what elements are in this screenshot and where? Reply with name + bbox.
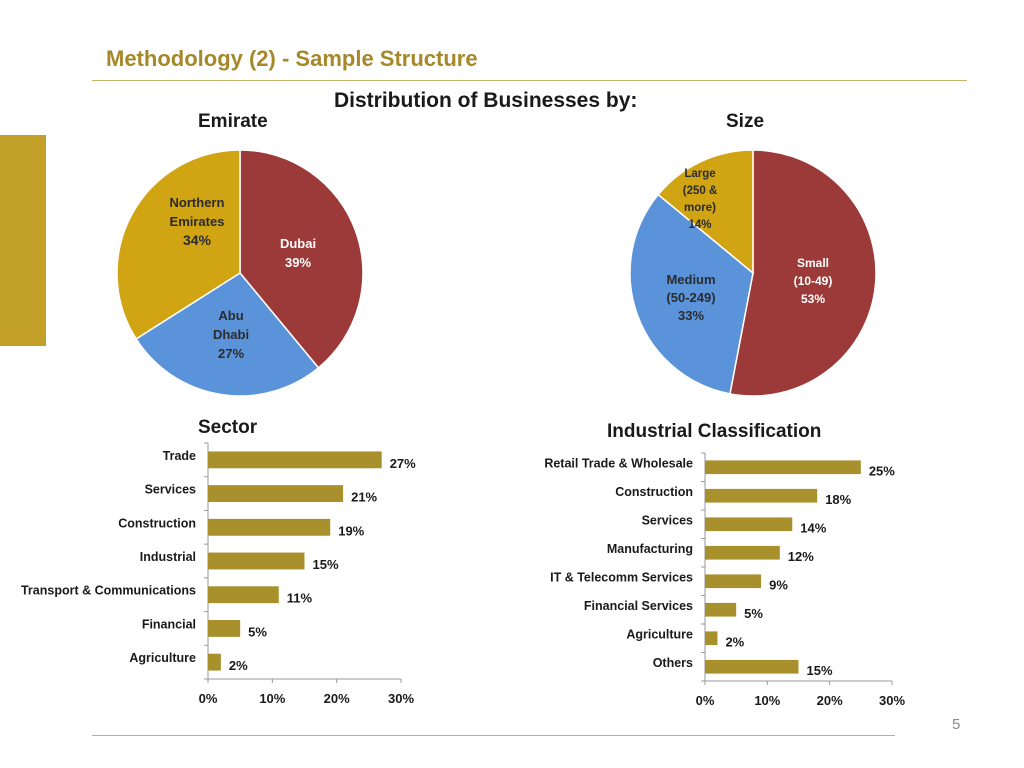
sector-value-label: 21% xyxy=(351,490,377,505)
sector-x-tick-label: 30% xyxy=(388,691,414,706)
industrial-category-label: Agriculture xyxy=(626,627,693,641)
size-pie-slice-1 xyxy=(629,193,754,395)
industrial-x-tick-label: 0% xyxy=(696,693,715,708)
sector-category-label: Trade xyxy=(163,449,196,463)
industrial-bar xyxy=(705,460,861,475)
emirate-pie-slice-pct-1: 27% xyxy=(218,346,244,361)
size-pie-slice-label-0: (10-49) xyxy=(794,274,833,288)
emirate-pie-slice-label-0: Dubai xyxy=(280,236,316,251)
sector-bar xyxy=(208,485,344,502)
emirate-pie-slice-pct-2: 34% xyxy=(183,232,212,248)
sector-category-label: Agriculture xyxy=(129,651,196,665)
size-pie-slice-label-1: Medium xyxy=(666,272,715,287)
emirate-pie-slice-pct-0: 39% xyxy=(285,255,311,270)
industrial-bar xyxy=(705,574,762,589)
industrial-bar xyxy=(705,517,793,532)
sector-value-label: 19% xyxy=(338,523,364,538)
industrial-bar xyxy=(705,659,799,674)
industrial-bar xyxy=(705,545,780,560)
size-pie-slice-pct-2: 14% xyxy=(688,219,711,231)
sector-chart-title: Sector xyxy=(198,417,258,438)
sector-bar xyxy=(208,653,221,671)
industrial-bar xyxy=(705,631,718,646)
sector-bar xyxy=(208,620,241,637)
size-pie-slice-pct-0: 53% xyxy=(801,292,825,306)
emirate-chart-title: Emirate xyxy=(198,111,268,132)
sector-category-label: Financial xyxy=(142,617,196,631)
size-pie-slice-label-0: Small xyxy=(797,256,829,270)
industrial-value-label: 25% xyxy=(869,463,895,478)
industrial-x-tick-label: 10% xyxy=(754,693,780,708)
sector-value-label: 15% xyxy=(313,557,339,572)
size-pie-slice-label-2: Large xyxy=(684,168,715,180)
sector-value-label: 11% xyxy=(287,591,313,606)
industrial-category-label: Manufacturing xyxy=(607,542,693,556)
industrial-category-label: Financial Services xyxy=(584,599,693,613)
sector-bar xyxy=(208,451,382,469)
sector-x-tick-label: 10% xyxy=(259,691,285,706)
industrial-x-tick-label: 20% xyxy=(817,693,843,708)
industrial-value-label: 2% xyxy=(725,634,744,649)
page-number: 5 xyxy=(952,716,961,733)
emirate-pie-slice-label-2: Northern xyxy=(170,195,225,210)
industrial-value-label: 5% xyxy=(744,606,763,621)
size-pie-slice-label-2: (250 & xyxy=(683,185,718,197)
size-pie-slice-2 xyxy=(657,149,754,275)
industrial-value-label: 12% xyxy=(788,549,814,564)
sector-category-label: Industrial xyxy=(140,550,196,564)
sector-value-label: 5% xyxy=(248,624,267,639)
industrial-category-label: Services xyxy=(642,513,693,527)
sector-x-tick-label: 0% xyxy=(199,691,218,706)
sector-bar xyxy=(208,552,305,570)
emirate-pie-slice-1 xyxy=(135,272,320,397)
industrial-value-label: 15% xyxy=(807,663,833,678)
size-pie-slice-label-2: more) xyxy=(684,202,716,214)
emirate-pie-slice-label-1: Dhabi xyxy=(213,327,249,342)
slide-title: Methodology (2) - Sample Structure xyxy=(106,46,478,71)
emirate-pie-slice-label-2: Emirates xyxy=(170,214,225,229)
industrial-chart-title: Industrial Classification xyxy=(607,421,822,442)
footer-divider xyxy=(92,735,895,736)
side-accent-block xyxy=(0,135,46,346)
industrial-bar xyxy=(705,488,818,503)
industrial-value-label: 18% xyxy=(825,492,851,507)
sector-category-label: Construction xyxy=(118,516,196,530)
sector-value-label: 27% xyxy=(390,456,416,471)
industrial-value-label: 14% xyxy=(800,520,826,535)
emirate-pie-slice-0 xyxy=(239,149,364,369)
industrial-bar xyxy=(705,602,737,617)
size-pie-slice-label-1: (50-249) xyxy=(666,290,715,305)
emirate-pie-slice-label-1: Abu xyxy=(218,308,243,323)
sector-bar xyxy=(208,518,331,536)
sector-x-tick-label: 20% xyxy=(324,691,350,706)
sector-bar xyxy=(208,586,279,604)
industrial-value-label: 9% xyxy=(769,577,788,592)
industrial-category-label: IT & Telecomm Services xyxy=(550,570,693,584)
title-divider xyxy=(92,80,967,81)
size-chart-title: Size xyxy=(726,111,765,132)
industrial-category-label: Retail Trade & Wholesale xyxy=(544,456,693,470)
size-pie-slice-pct-1: 33% xyxy=(678,308,704,323)
sector-category-label: Services xyxy=(145,483,196,497)
size-pie-slice-0 xyxy=(729,149,877,397)
emirate-pie-slice-2 xyxy=(116,149,241,340)
sector-value-label: 2% xyxy=(229,658,248,673)
main-heading: Distribution of Businesses by: xyxy=(334,89,638,112)
sector-category-label: Transport & Communications xyxy=(21,584,196,598)
industrial-x-tick-label: 30% xyxy=(879,693,905,708)
industrial-category-label: Others xyxy=(653,656,693,670)
industrial-category-label: Construction xyxy=(615,485,693,499)
